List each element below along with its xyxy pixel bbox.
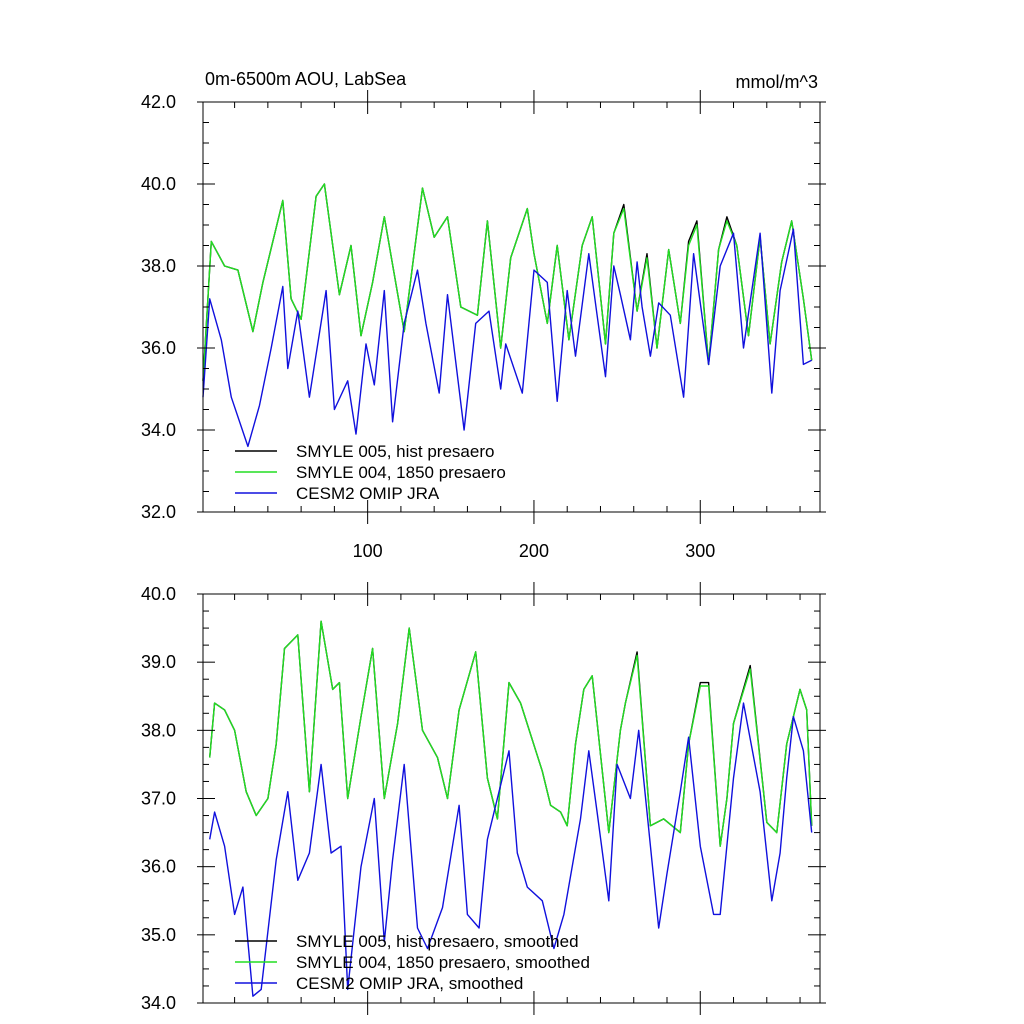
x-axis bbox=[234, 582, 801, 1015]
series-line-2 bbox=[202, 183, 813, 381]
y-tick-label: 36.0 bbox=[141, 338, 176, 358]
y-tick-label: 34.0 bbox=[141, 420, 176, 440]
bottom-panel: 34.0 35.0 36.0 37.0 38.0 39.0 40.0 SMYLE 005, h… bbox=[141, 582, 826, 1015]
chart-title-left: 0m-6500m AOU, LabSea bbox=[205, 69, 407, 89]
series-line-3 bbox=[202, 228, 813, 448]
legend-label-1: SMYLE 005, hist presaero bbox=[296, 442, 494, 461]
series-group bbox=[209, 620, 813, 997]
y-axis: 34.0 35.0 36.0 37.0 38.0 39.0 40.0 bbox=[141, 584, 826, 1013]
y-tick-label: 38.0 bbox=[141, 256, 176, 276]
y-tick-label: 42.0 bbox=[141, 92, 176, 112]
y-tick-label: 32.0 bbox=[141, 502, 176, 522]
series-group bbox=[202, 183, 813, 448]
x-axis: 100 200 300 bbox=[234, 90, 801, 561]
legend: SMYLE 005, hist presaero, smoothed SMYLE … bbox=[235, 932, 590, 993]
y-axis: 32.0 34.0 36.0 38.0 40.0 42.0 bbox=[141, 92, 826, 522]
y-tick-label: 35.0 bbox=[141, 925, 176, 945]
y-tick-label: 40.0 bbox=[141, 584, 176, 604]
legend-label-2: SMYLE 004, 1850 presaero, smoothed bbox=[296, 953, 590, 972]
y-tick-label: 40.0 bbox=[141, 174, 176, 194]
series-line-3 bbox=[209, 702, 813, 997]
series-line-1 bbox=[209, 620, 813, 847]
legend-label-2: SMYLE 004, 1850 presaero bbox=[296, 463, 506, 482]
y-tick-label: 39.0 bbox=[141, 652, 176, 672]
y-tick-label: 36.0 bbox=[141, 857, 176, 877]
legend-label-1: SMYLE 005, hist presaero, smoothed bbox=[296, 932, 579, 951]
y-tick-label: 34.0 bbox=[141, 993, 176, 1013]
x-tick-label: 300 bbox=[685, 541, 715, 561]
x-tick-label: 200 bbox=[519, 541, 549, 561]
chart-title-right: mmol/m^3 bbox=[736, 72, 818, 92]
y-tick-label: 37.0 bbox=[141, 789, 176, 809]
series-line-2 bbox=[209, 620, 813, 847]
top-panel: 32.0 34.0 36.0 38.0 40.0 42.0 100 200 300 0m-6500… bbox=[141, 69, 826, 561]
legend: SMYLE 005, hist presaero SMYLE 004, 1850 … bbox=[235, 442, 506, 503]
legend-label-3: CESM2 OMIP JRA bbox=[296, 484, 440, 503]
legend-label-3: CESM2 OMIP JRA, smoothed bbox=[296, 974, 523, 993]
y-tick-label: 38.0 bbox=[141, 720, 176, 740]
x-tick-label: 100 bbox=[353, 541, 383, 561]
